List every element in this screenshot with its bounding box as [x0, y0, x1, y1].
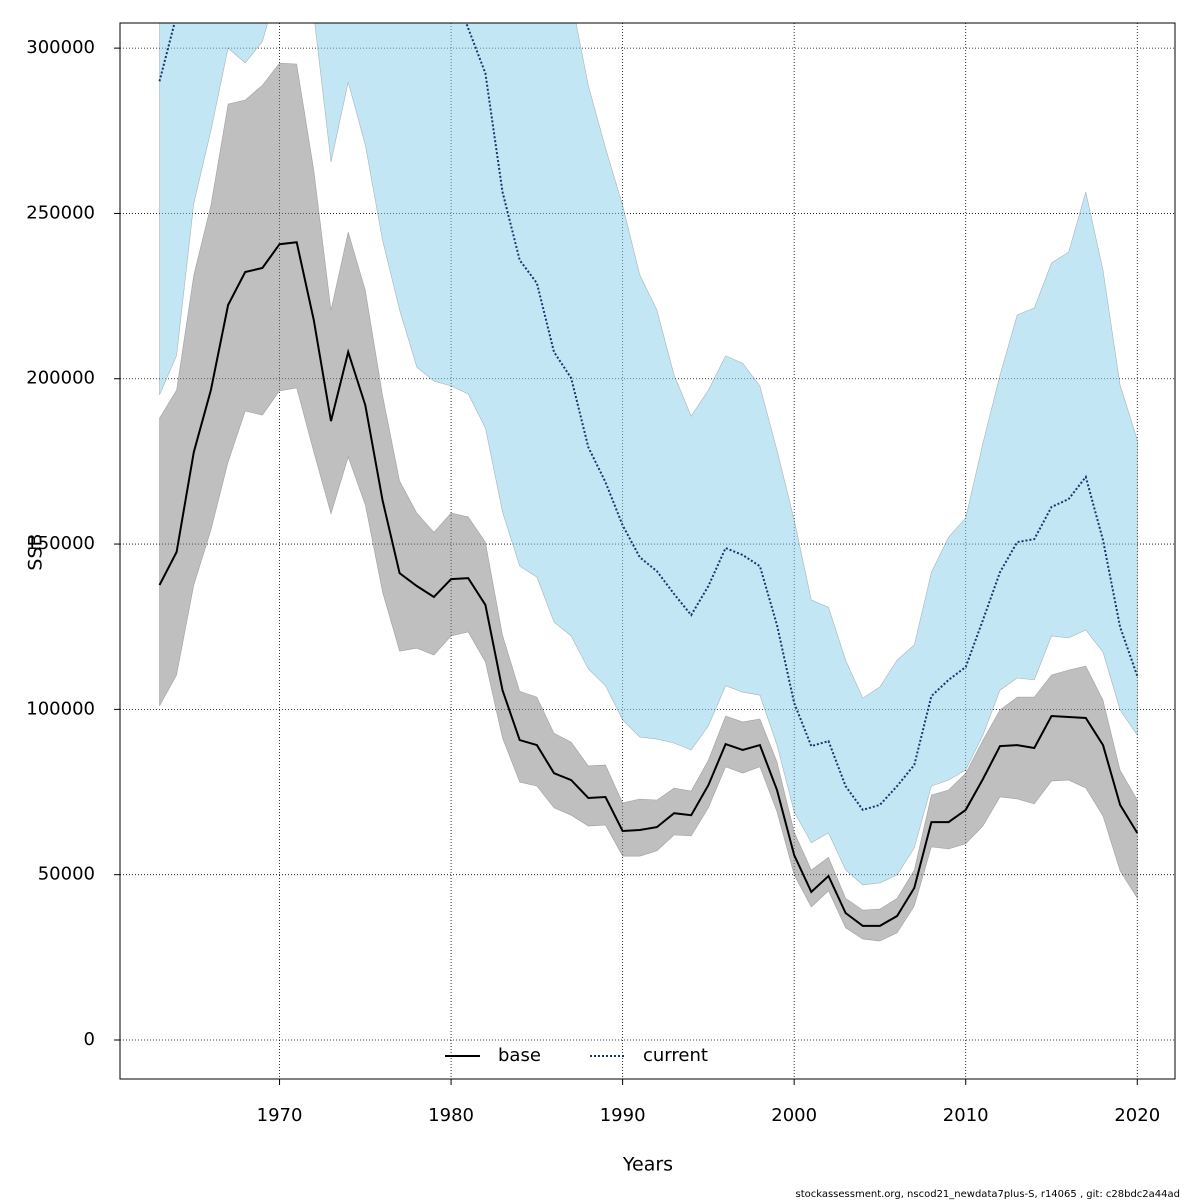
y-axis-label: SSB [25, 533, 47, 570]
x-tick-label: 2000 [771, 1105, 817, 1126]
x-tick-label: 1990 [600, 1105, 646, 1126]
x-axis-label: Years [622, 1154, 673, 1176]
y-tick-label: 150000 [26, 533, 95, 554]
y-tick-label: 0 [84, 1029, 95, 1050]
confidence-band [159, 62, 1138, 942]
x-tick-label: 2020 [1114, 1105, 1160, 1126]
legend: base current [445, 1045, 708, 1066]
axes: 0 50000 100000 150000 200000 250000 300000 1970… [26, 37, 1160, 1126]
x-tick-label: 1980 [428, 1105, 474, 1126]
y-tick-label: 100000 [26, 698, 95, 719]
series-line [158, 241, 1139, 927]
legend-label: base [498, 1045, 541, 1066]
lines [158, 23, 1139, 927]
legend-label: current [643, 1045, 708, 1066]
series-line [158, 23, 1139, 812]
y-tick-label: 50000 [38, 864, 95, 885]
y-tick-label: 250000 [26, 202, 95, 223]
bands [159, 23, 1138, 942]
plot-frame [119, 22, 1176, 1080]
y-tick-label: 300000 [26, 37, 95, 58]
footnote: stockassessment.org, nscod21_newdata7plu… [795, 1189, 1180, 1200]
x-tick-label: 1970 [257, 1105, 303, 1126]
y-tick-label: 200000 [26, 368, 95, 389]
confidence-band [159, 23, 1138, 886]
x-tick-label: 2010 [943, 1105, 989, 1126]
